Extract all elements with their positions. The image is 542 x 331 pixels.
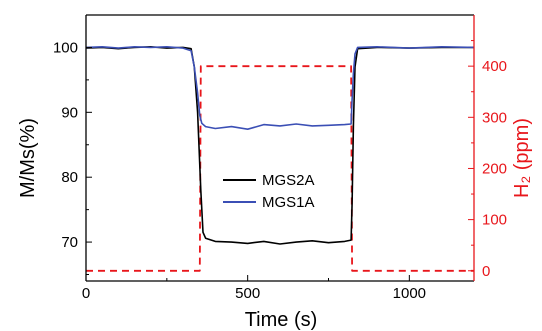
y-axis-title: M/Ms(%) <box>17 118 39 198</box>
legend: MGS2A MGS1A <box>223 172 315 211</box>
y-tick-label: 90 <box>61 104 78 121</box>
y2-axis-title: H₂ (ppm) <box>511 118 533 198</box>
legend-label-mgs2a: MGS2A <box>262 172 315 189</box>
y2-tick-label: 400 <box>482 58 507 75</box>
x-tick-label: 0 <box>82 285 90 302</box>
series-line-mgs1a <box>85 45 475 130</box>
y-tick-label: 100 <box>53 39 78 56</box>
y2-tick-label: 0 <box>482 263 490 280</box>
y-tick-label: 80 <box>61 169 78 186</box>
x-axis-title: Time (s) <box>245 309 318 331</box>
legend-label-mgs1a: MGS1A <box>262 194 315 211</box>
x-tick-label: 500 <box>235 285 260 302</box>
y2-tick-label: 200 <box>482 160 507 177</box>
x-tick-label: 1000 <box>393 285 426 302</box>
y2-tick-label: 300 <box>482 109 507 126</box>
series-line-h2-concentration <box>86 65 474 272</box>
y-tick-label: 70 <box>61 234 78 251</box>
plot-area <box>85 45 475 272</box>
y2-tick-label: 100 <box>482 212 507 229</box>
series-line-mgs2a <box>85 45 474 245</box>
